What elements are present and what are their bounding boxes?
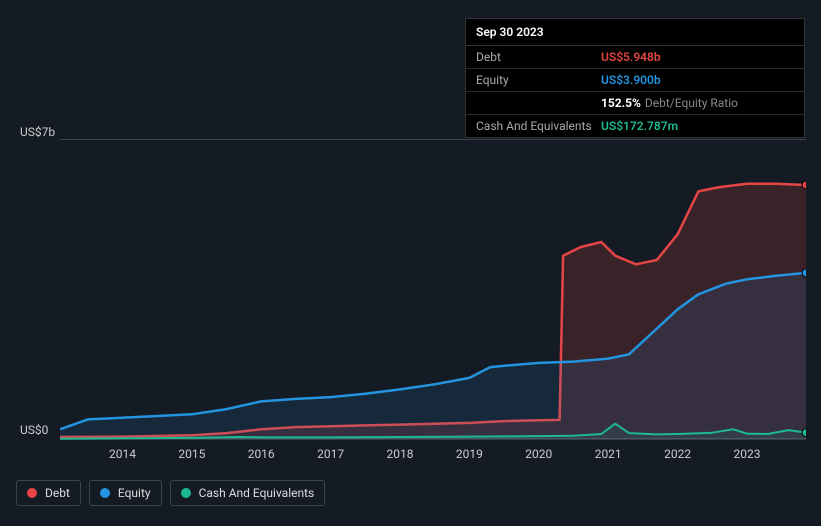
series-end-marker-equity (802, 269, 806, 277)
chart-tooltip: Sep 30 2023 DebtUS$5.948bEquityUS$3.900b… (465, 18, 805, 138)
x-tick: 2017 (317, 447, 344, 461)
series-end-marker-cash-and-equivalents (802, 429, 806, 437)
y-axis-min-label: US$0 (20, 423, 48, 437)
tooltip-row-value: US$3.900b (601, 73, 661, 87)
tooltip-row: Cash And EquivalentsUS$172.787m (466, 115, 804, 137)
plot-area (60, 139, 806, 439)
x-tick: 2023 (734, 447, 761, 461)
debt-equity-chart: US$7b US$0 20142015201620172018201920202… (16, 125, 806, 510)
x-tick: 2021 (595, 447, 622, 461)
x-tick: 2020 (525, 447, 552, 461)
x-tick: 2018 (387, 447, 414, 461)
legend-label: Equity (118, 486, 151, 500)
tooltip-row-label: Debt (476, 50, 601, 64)
tooltip-row-label (476, 96, 601, 110)
x-axis-ticks: 2014 2015 2016 2017 2018 2019 2020 2021 2022 2023 (60, 447, 806, 467)
legend-item-debt[interactable]: Debt (16, 480, 81, 506)
x-tick: 2014 (109, 447, 136, 461)
tooltip-row: 152.5%Debt/Equity Ratio (466, 92, 804, 115)
y-axis-max-label: US$7b (20, 125, 55, 139)
chart-legend: Debt Equity Cash And Equivalents (16, 480, 325, 506)
series-end-marker-debt (802, 181, 806, 189)
tooltip-row: EquityUS$3.900b (466, 69, 804, 92)
tooltip-row-label: Cash And Equivalents (476, 119, 601, 133)
legend-label: Cash And Equivalents (199, 486, 315, 500)
legend-swatch (181, 488, 191, 498)
legend-label: Debt (45, 486, 70, 500)
tooltip-row-label: Equity (476, 73, 601, 87)
tooltip-row-value: US$5.948b (601, 50, 661, 64)
tooltip-date: Sep 30 2023 (466, 19, 804, 46)
tooltip-row-suffix: Debt/Equity Ratio (645, 96, 738, 110)
chart-svg (60, 140, 806, 440)
legend-swatch (27, 488, 37, 498)
tooltip-row-value: US$172.787m (601, 119, 678, 133)
tooltip-row-value: 152.5%Debt/Equity Ratio (601, 96, 738, 110)
tooltip-row: DebtUS$5.948b (466, 46, 804, 69)
x-tick: 2022 (664, 447, 691, 461)
legend-item-equity[interactable]: Equity (89, 480, 162, 506)
legend-swatch (100, 488, 110, 498)
x-tick: 2019 (456, 447, 483, 461)
x-tick: 2016 (248, 447, 275, 461)
x-tick: 2015 (178, 447, 205, 461)
legend-item-cash-and-equivalents[interactable]: Cash And Equivalents (170, 480, 326, 506)
